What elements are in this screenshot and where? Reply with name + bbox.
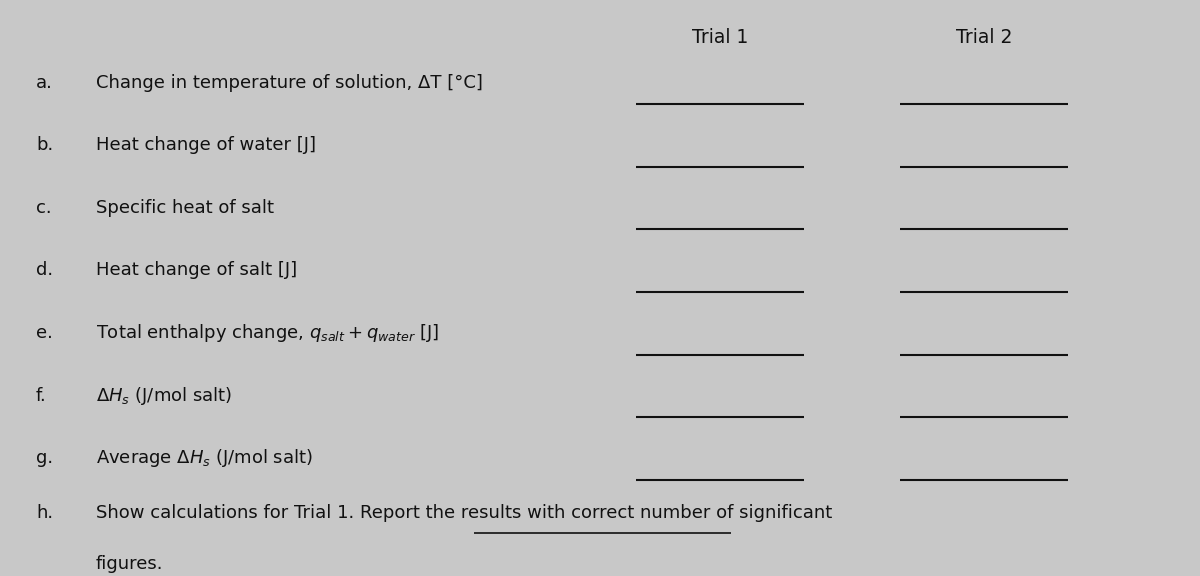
Text: b.: b.: [36, 136, 53, 154]
Text: Show calculations for Trial 1. Report the results with correct number of signifi: Show calculations for Trial 1. Report th…: [96, 503, 833, 522]
Text: a.: a.: [36, 74, 53, 92]
Text: figures.: figures.: [96, 555, 163, 573]
Text: Heat change of water [J]: Heat change of water [J]: [96, 136, 316, 154]
Text: Change in temperature of solution, ΔT [°C]: Change in temperature of solution, ΔT [°…: [96, 74, 482, 92]
Text: d.: d.: [36, 262, 53, 279]
Text: h.: h.: [36, 503, 53, 522]
Text: Total enthalpy change, $q_{salt}+q_{water}$ [J]: Total enthalpy change, $q_{salt}+q_{wate…: [96, 322, 439, 344]
Text: c.: c.: [36, 199, 52, 217]
Text: Heat change of salt [J]: Heat change of salt [J]: [96, 262, 298, 279]
Text: f.: f.: [36, 386, 47, 404]
Text: Trial 2: Trial 2: [956, 28, 1012, 47]
Text: Average $\Delta H_s$ (J/mol salt): Average $\Delta H_s$ (J/mol salt): [96, 447, 313, 469]
Text: Trial 1: Trial 1: [692, 28, 748, 47]
Text: $\Delta H_s$ (J/mol salt): $\Delta H_s$ (J/mol salt): [96, 385, 233, 407]
Text: Specific heat of salt: Specific heat of salt: [96, 199, 274, 217]
Text: e.: e.: [36, 324, 53, 342]
Text: g.: g.: [36, 449, 53, 467]
